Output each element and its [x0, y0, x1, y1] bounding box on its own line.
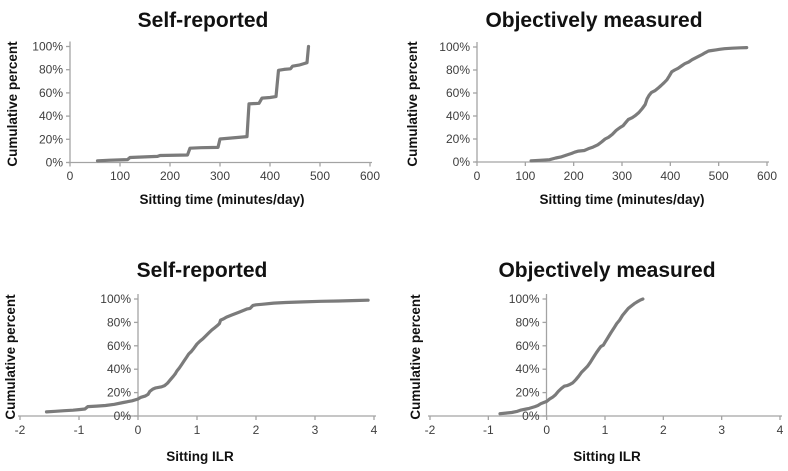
cdf-curve	[498, 297, 645, 416]
y-tick-label: 0%	[114, 409, 132, 423]
x-tick-label: 2	[253, 423, 260, 437]
x-tick-label: 0	[543, 423, 550, 437]
y-tick-label: 100%	[100, 292, 131, 306]
x-tick-label: 600	[757, 169, 777, 183]
y-tick-label: 60%	[39, 86, 63, 100]
y-tick-label: 40%	[515, 362, 539, 376]
x-axis-title: Sitting time (minutes/day)	[539, 192, 704, 207]
x-tick-label: 4	[777, 423, 784, 437]
chart-title: Self-reported	[137, 259, 268, 282]
x-axis-title: Sitting ILR	[573, 449, 641, 464]
y-tick-label: 100%	[439, 40, 470, 54]
y-tick-label: 80%	[446, 63, 470, 77]
y-tick-label: 0%	[453, 155, 471, 169]
x-tick-label: 4	[371, 423, 378, 437]
x-tick-label: -2	[425, 423, 436, 437]
x-tick-label: 400	[660, 169, 680, 183]
x-tick-label: 100	[110, 169, 130, 183]
x-tick-label: 1	[602, 423, 609, 437]
y-tick-label: 80%	[515, 315, 539, 329]
x-tick-label: 200	[564, 169, 584, 183]
y-axis-title: Cumulative percent	[408, 294, 423, 420]
cdf-curve	[44, 298, 370, 414]
x-tick-label: 3	[718, 423, 725, 437]
x-tick-label: 300	[612, 169, 632, 183]
cdf-curve	[529, 45, 749, 163]
x-tick-label: -1	[483, 423, 494, 437]
x-tick-label: 3	[312, 423, 319, 437]
y-tick-label: 80%	[39, 63, 63, 77]
y-tick-label: 80%	[107, 315, 131, 329]
chart-objective-minutes: 0 100 200 300 400 500 600 0% 20% 40% 60% 80% 100% Obj…	[394, 0, 788, 235]
chart-self-reported-minutes: 0 100 200 300 400 500 600 0% 20% 40% 60% 80% 100% Sel…	[0, 0, 394, 235]
chart-objective-ilr: -2 -1 0 1 2 3 4 0% 20% 40% 60% 80% 100% Objectively m…	[394, 235, 788, 471]
y-tick-label: 40%	[446, 109, 470, 123]
y-tick-label: 60%	[446, 86, 470, 100]
x-tick-label: 2	[660, 423, 667, 437]
x-axis-title: Sitting ILR	[166, 449, 234, 464]
x-tick-label: 0	[135, 423, 142, 437]
chart-objective-minutes-plot: 0 100 200 300 400 500 600 0% 20% 40% 60% 80% 100% Obj…	[405, 9, 777, 207]
chart-self-reported-minutes-plot: 0 100 200 300 400 500 600 0% 20% 40% 60% 80% 100% Sel…	[5, 9, 380, 207]
y-tick-label: 100%	[32, 40, 63, 54]
y-tick-label: 40%	[39, 109, 63, 123]
cdf-curve	[95, 44, 311, 163]
x-tick-label: 300	[210, 169, 230, 183]
chart-title: Objectively measured	[485, 9, 702, 32]
chart-title: Self-reported	[138, 9, 269, 32]
x-tick-label: 100	[515, 169, 535, 183]
y-tick-label: 20%	[39, 132, 63, 146]
chart-title: Objectively measured	[498, 259, 715, 282]
chart-self-reported-ilr: -2 -1 0 1 2 3 4 0% 20% 40% 60% 80% 100% Self-reported…	[0, 235, 394, 471]
y-tick-label: 20%	[446, 132, 470, 146]
x-tick-label: -1	[74, 423, 85, 437]
x-tick-label: 200	[160, 169, 180, 183]
x-tick-label: 600	[360, 169, 380, 183]
x-axis-title: Sitting time (minutes/day)	[139, 192, 304, 207]
y-axis-title: Cumulative percent	[5, 41, 20, 167]
y-tick-label: 20%	[515, 386, 539, 400]
y-tick-label: 20%	[107, 386, 131, 400]
y-axis-title: Cumulative percent	[405, 41, 420, 167]
y-tick-label: 0%	[522, 409, 540, 423]
y-tick-label: 60%	[107, 339, 131, 353]
y-tick-label: 40%	[107, 362, 131, 376]
chart-objective-ilr-plot: -2 -1 0 1 2 3 40%20%40%60%80%100%Objectively m…	[408, 259, 784, 464]
x-tick-label: 0	[67, 169, 74, 183]
y-tick-label: 60%	[515, 339, 539, 353]
y-tick-label: 100%	[509, 292, 540, 306]
y-axis-title: Cumulative percent	[3, 294, 18, 420]
x-tick-label: 400	[260, 169, 280, 183]
x-tick-label: 500	[310, 169, 330, 183]
y-tick-label: 0%	[46, 156, 64, 170]
chart-self-reported-ilr-plot: -2 -1 0 1 2 3 40%20%40%60%80%100%Self-reported…	[3, 259, 378, 464]
x-tick-label: 0	[474, 169, 481, 183]
x-tick-label: -2	[15, 423, 26, 437]
x-tick-label: 500	[709, 169, 729, 183]
x-tick-label: 1	[194, 423, 201, 437]
